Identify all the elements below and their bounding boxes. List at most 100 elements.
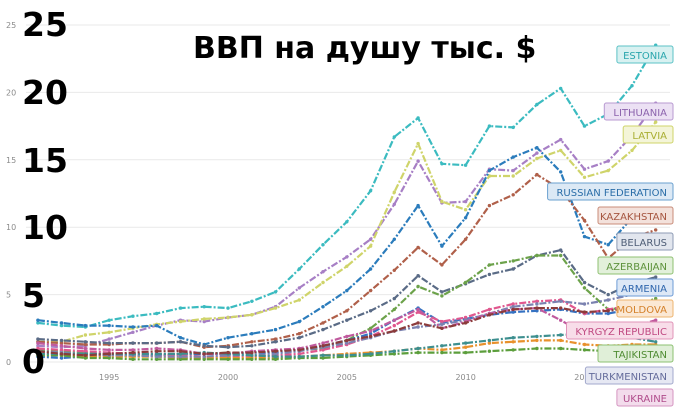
data-point-13-11	[297, 354, 301, 359]
data-point-14-22	[559, 306, 563, 310]
data-point-4-9	[250, 340, 254, 344]
y-tick-large-5: 25	[22, 5, 68, 44]
data-point-10-5	[155, 357, 159, 361]
series-label-4: KAZAKHSTAN	[600, 212, 667, 223]
chart-title: ВВП на душу тыс. $	[193, 31, 536, 66]
data-point-0-9	[250, 299, 254, 303]
data-point-12-15	[392, 318, 396, 322]
data-point-5-24	[606, 292, 610, 297]
data-point-11-23	[582, 302, 587, 306]
series-label-0: ESTONIA	[623, 51, 667, 62]
series-label-12: UKRAINE	[623, 394, 667, 405]
series-line-11	[37, 290, 656, 358]
data-point-3-8	[226, 336, 230, 340]
series-line-3	[37, 146, 657, 346]
data-point-14-6	[178, 349, 183, 353]
data-point-5-26	[654, 275, 658, 279]
data-point-4-19	[487, 203, 492, 208]
data-point-4-10	[273, 337, 278, 341]
data-point-11-7	[202, 354, 206, 359]
data-point-2-11	[297, 298, 301, 302]
data-point-1-23	[582, 167, 587, 171]
data-point-10-4	[131, 357, 135, 361]
y-tick-large-2: 10	[22, 208, 68, 247]
y-tick-small-1: 5	[6, 291, 11, 300]
data-point-1-7	[202, 319, 206, 324]
data-point-2-22	[559, 148, 563, 153]
y-tick-large-0: 0	[22, 342, 45, 381]
data-point-11-16	[416, 325, 420, 329]
series-label-boxes: ESTONIA LITHUANIA LATVIA RUSSIAN FEDERATION…	[547, 45, 674, 407]
data-point-13-18	[463, 341, 468, 345]
data-point-5-6	[178, 340, 183, 344]
data-point-0-25	[630, 84, 634, 88]
series-label-box-12	[616, 388, 674, 407]
data-point-1-18	[463, 199, 468, 204]
data-point-10-16	[416, 350, 420, 355]
data-point-5-19	[487, 272, 492, 277]
series-label-box-10	[597, 344, 674, 363]
data-point-10-21	[535, 346, 539, 351]
data-point-6-19	[487, 263, 492, 267]
y-axis-small-tick-labels: 0 5 10 15 20 25	[6, 21, 16, 367]
data-point-2-25	[630, 148, 634, 153]
data-point-10-18	[463, 350, 468, 355]
data-point-3-16	[416, 203, 420, 208]
data-point-10-19	[487, 349, 492, 353]
data-point-12-26	[654, 318, 658, 322]
data-point-11-20	[511, 305, 515, 309]
data-point-10-6	[178, 357, 183, 361]
data-point-2-10	[273, 306, 278, 310]
data-point-3-24	[606, 243, 610, 247]
x-axis-tick-labels: 1995 2000 2005 2010 2015	[99, 373, 595, 382]
data-point-2-16	[416, 141, 420, 146]
data-point-0-22	[559, 86, 563, 91]
data-point-13-26	[654, 340, 658, 344]
y-tick-large-1: 5	[22, 276, 45, 315]
data-point-2-13	[345, 264, 349, 268]
data-point-10-20	[511, 348, 515, 352]
data-point-13-10	[273, 354, 278, 359]
data-point-3-20	[511, 155, 515, 159]
data-point-4-18	[463, 237, 468, 241]
series-label-box-7	[616, 278, 674, 297]
x-tick-2: 2005	[337, 373, 357, 382]
series-label-10: TAJIKISTAN	[612, 350, 667, 361]
data-point-4-20	[511, 193, 515, 197]
data-point-14-23	[582, 310, 587, 314]
data-point-2-19	[487, 174, 492, 178]
data-point-4-12	[321, 321, 325, 325]
data-point-14-16	[416, 321, 420, 325]
series-label-box-5	[616, 232, 674, 251]
x-tick-1: 2000	[218, 373, 238, 382]
data-point-13-16	[416, 346, 420, 351]
data-point-5-9	[250, 344, 254, 348]
series-label-box-8	[616, 299, 674, 318]
data-point-7-1	[59, 356, 64, 360]
data-point-6-22	[559, 253, 563, 258]
data-point-11-13	[345, 341, 349, 345]
data-point-4-15	[392, 268, 396, 272]
data-point-14-18	[463, 321, 468, 325]
data-point-5-8	[226, 345, 230, 349]
data-point-10-3	[107, 356, 111, 360]
data-point-3-5	[155, 323, 159, 328]
data-point-0-14	[368, 189, 373, 193]
data-point-3-13	[345, 288, 349, 293]
data-point-9-17	[440, 348, 444, 352]
data-point-3-14	[368, 267, 373, 271]
data-point-0-11	[297, 267, 301, 271]
series-label-box-6	[597, 256, 674, 275]
y-tick-small-2: 10	[6, 223, 16, 232]
data-point-3-2	[83, 323, 88, 328]
data-point-13-5	[155, 352, 159, 356]
series-line-14	[37, 302, 656, 357]
data-point-0-4	[131, 314, 135, 318]
data-point-0-17	[440, 162, 444, 166]
data-point-1-13	[345, 255, 349, 259]
data-point-0-7	[202, 305, 206, 309]
data-point-3-4	[131, 325, 135, 329]
data-point-3-19	[487, 168, 492, 173]
data-point-6-15	[392, 307, 396, 312]
